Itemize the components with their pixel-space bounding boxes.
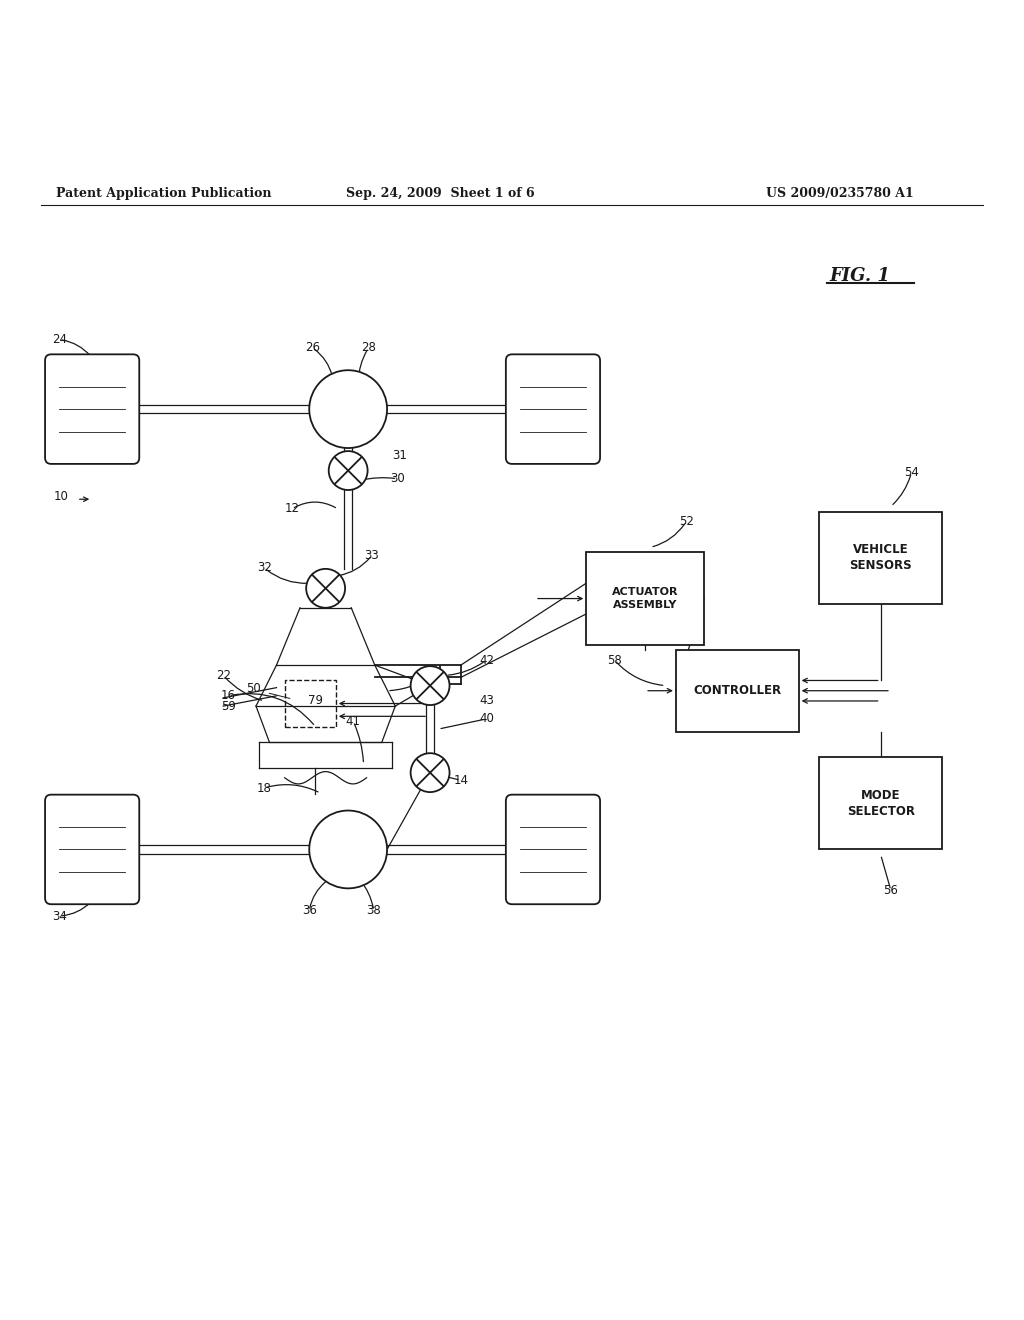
Text: 56: 56: [884, 884, 898, 896]
FancyBboxPatch shape: [45, 795, 139, 904]
Text: 36: 36: [302, 904, 316, 917]
Text: 50: 50: [247, 681, 261, 694]
Bar: [819, 512, 942, 603]
Text: 43: 43: [479, 694, 494, 708]
Text: 40: 40: [479, 713, 494, 726]
Text: 20: 20: [411, 677, 425, 690]
Text: 79: 79: [308, 694, 323, 708]
FancyBboxPatch shape: [506, 795, 600, 904]
Text: 22: 22: [216, 669, 230, 682]
Text: 12: 12: [285, 503, 299, 516]
Text: 58: 58: [607, 653, 622, 667]
Text: 34: 34: [52, 909, 67, 923]
Bar: [676, 649, 799, 731]
Text: 26: 26: [305, 341, 319, 354]
Circle shape: [411, 754, 450, 792]
Text: US 2009/0235780 A1: US 2009/0235780 A1: [766, 186, 913, 199]
Text: 38: 38: [367, 904, 381, 917]
Text: VEHICLE
SENSORS: VEHICLE SENSORS: [849, 543, 912, 572]
Text: 54: 54: [904, 466, 919, 479]
Text: Sep. 24, 2009  Sheet 1 of 6: Sep. 24, 2009 Sheet 1 of 6: [346, 186, 535, 199]
Text: 32: 32: [257, 561, 271, 574]
Bar: [586, 553, 705, 644]
Text: 30: 30: [390, 473, 404, 486]
Text: MODE
SELECTOR: MODE SELECTOR: [847, 789, 914, 818]
Text: 59: 59: [221, 700, 236, 713]
Text: 24: 24: [52, 333, 67, 346]
Text: 34: 34: [577, 847, 591, 861]
Circle shape: [411, 667, 450, 705]
Circle shape: [306, 569, 345, 607]
Bar: [285, 681, 336, 726]
Circle shape: [309, 810, 387, 888]
Circle shape: [329, 451, 368, 490]
FancyBboxPatch shape: [506, 354, 600, 463]
Text: 41: 41: [346, 715, 360, 727]
Text: 31: 31: [392, 449, 407, 462]
Text: 14: 14: [454, 774, 468, 787]
Text: 42: 42: [479, 653, 494, 667]
Text: 52: 52: [679, 515, 693, 528]
Text: FIG. 1: FIG. 1: [829, 267, 890, 285]
Text: 16: 16: [221, 689, 236, 702]
Text: 33: 33: [365, 549, 379, 562]
Text: 28: 28: [361, 341, 376, 354]
Text: 18: 18: [257, 781, 271, 795]
Text: CONTROLLER: CONTROLLER: [693, 684, 781, 697]
Bar: [819, 758, 942, 850]
Text: ACTUATOR
ASSEMBLY: ACTUATOR ASSEMBLY: [612, 587, 678, 610]
Text: 24: 24: [577, 397, 591, 411]
Circle shape: [309, 370, 387, 447]
Text: Patent Application Publication: Patent Application Publication: [56, 186, 271, 199]
Text: 10: 10: [54, 490, 69, 503]
FancyBboxPatch shape: [45, 354, 139, 463]
